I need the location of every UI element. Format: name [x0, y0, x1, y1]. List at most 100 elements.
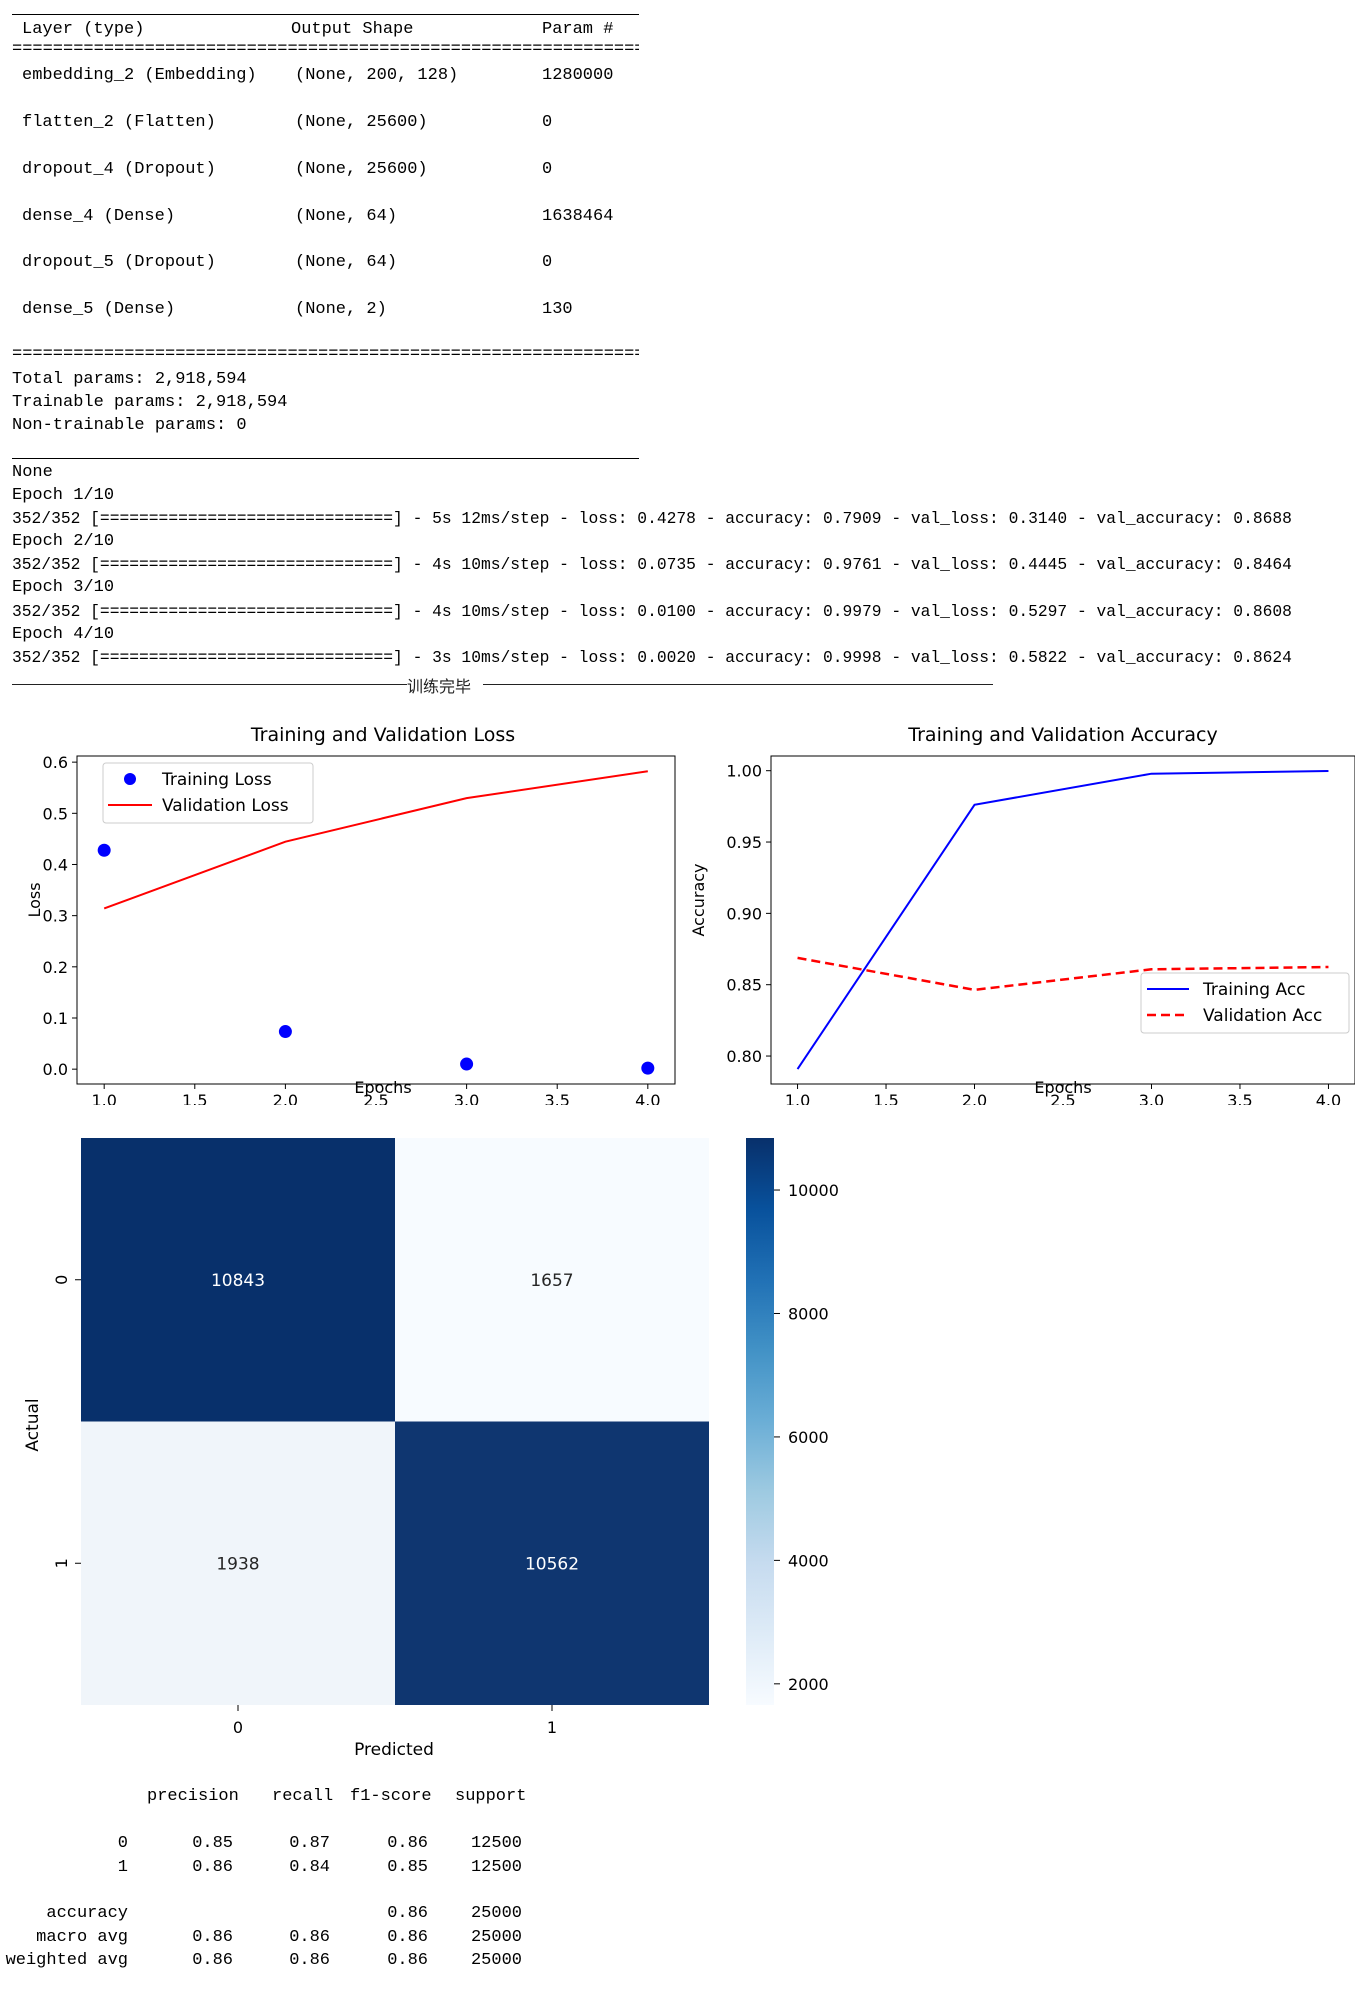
- report-header: f1-score: [350, 1787, 432, 1806]
- report-cell: 0.86: [387, 1834, 428, 1853]
- log-none: None: [12, 463, 53, 482]
- report-header: precision: [147, 1787, 239, 1806]
- report-cell: 0.87: [289, 1834, 330, 1853]
- legend-label: Training Loss: [161, 770, 272, 790]
- log-progress-line: 352/352 [==============================]…: [12, 648, 1292, 667]
- log-epoch: Epoch 4/10: [12, 625, 115, 644]
- cell-value: 1657: [530, 1271, 573, 1291]
- y-tick-label: 1: [52, 1558, 71, 1568]
- report-cell: 0.86: [289, 1951, 330, 1970]
- legend-label: Training Acc: [1202, 980, 1306, 1000]
- accuracy-chart: Training and Validation Accuracy 1.0 1.5 2…: [690, 724, 1355, 1105]
- trainable-params: Trainable params: 2,918,594: [12, 393, 288, 412]
- report-cell: 0.86: [192, 1928, 233, 1947]
- report-cell: 25000: [470, 1928, 522, 1947]
- summary-bottom-rule: [12, 458, 639, 459]
- y-tick-label: 0.2: [43, 958, 68, 977]
- plot-area: [770, 755, 1355, 1085]
- log-progress-line: 352/352 [==============================]…: [12, 602, 1292, 621]
- legend-label: Validation Acc: [1203, 1006, 1322, 1026]
- x-tick-label: 1: [547, 1718, 557, 1737]
- summary-row-shape: (None, 64): [295, 207, 398, 226]
- summary-header-shape: Output Shape: [291, 20, 414, 39]
- x-tick-label: 2.5: [363, 1091, 388, 1105]
- x-tick-label: 1.5: [182, 1091, 207, 1105]
- done-divider-left: [12, 684, 407, 685]
- total-params: Total params: 2,918,594: [12, 370, 247, 389]
- log-epoch: Epoch 3/10: [12, 578, 115, 597]
- report-row-label: accuracy: [46, 1904, 128, 1923]
- summary-row-name: dropout_4 (Dropout): [22, 160, 216, 179]
- x-tick-label: 3.5: [1227, 1091, 1252, 1105]
- report-row-label: 1: [117, 1858, 128, 1877]
- report-row-label: macro avg: [36, 1928, 128, 1947]
- summary-row-params: 130: [542, 300, 573, 319]
- report-cell: 0.85: [387, 1858, 428, 1877]
- summary-row-shape: (None, 2): [295, 300, 387, 319]
- loss-chart: Training and Validation Loss 1.0 1.5 2.0 2.…: [25, 724, 676, 1105]
- point-training-loss: [460, 1057, 474, 1071]
- x-tick-label: 1.0: [785, 1091, 810, 1105]
- y-tick-label: 0.95: [726, 833, 762, 852]
- y-tick-label: 0.3: [43, 907, 68, 926]
- report-cell: 0.86: [289, 1928, 330, 1947]
- summary-row-shape: (None, 200, 128): [295, 66, 459, 85]
- legend: Training Loss Validation Loss: [102, 762, 314, 824]
- y-tick-label: 0.4: [43, 855, 68, 874]
- summary-row-shape: (None, 64): [295, 253, 398, 272]
- cell-value: 10562: [525, 1554, 579, 1574]
- summary-header-layer: Layer (type): [22, 20, 145, 39]
- point-training-loss: [278, 1025, 292, 1039]
- x-axis-label: Predicted: [354, 1740, 434, 1760]
- x-tick-label: 2.5: [1050, 1091, 1075, 1105]
- report-cell: 0.84: [289, 1858, 330, 1877]
- heatmap-cell: [395, 1138, 709, 1422]
- summary-row-shape: (None, 25600): [295, 113, 428, 132]
- line-validation-acc: [797, 956, 1329, 992]
- log-progress-line: 352/352 [==============================]…: [12, 509, 1292, 528]
- x-tick-label: 2.0: [962, 1091, 987, 1105]
- report-cell: 25000: [470, 1904, 522, 1923]
- y-axis-label: Accuracy: [690, 863, 708, 936]
- x-axis-label: Epochs: [1034, 1078, 1091, 1097]
- point-training-loss: [641, 1061, 655, 1075]
- y-tick-label: 0.5: [43, 804, 68, 823]
- summary-eq-rule-bottom: ========================================…: [12, 345, 639, 364]
- x-axis-label: Epochs: [354, 1078, 411, 1097]
- y-tick-label: 0.85: [726, 976, 762, 995]
- report-header: recall: [272, 1787, 334, 1806]
- line-validation-loss: [103, 770, 648, 910]
- y-tick-label: 1.00: [726, 762, 762, 781]
- summary-row-params: 1638464: [542, 207, 614, 226]
- summary-row-params: 1280000: [542, 66, 614, 85]
- y-axis-label: Actual: [23, 1398, 43, 1451]
- report-header: support: [455, 1787, 527, 1806]
- non-trainable-params: Non-trainable params: 0: [12, 416, 247, 435]
- x-tick-label: 0: [233, 1718, 243, 1737]
- colorbar-tick-label: 10000: [788, 1181, 839, 1200]
- colorbar-tick-label: 8000: [788, 1304, 829, 1323]
- x-tick-label: 3.0: [1139, 1091, 1164, 1105]
- y-tick-label: 0.6: [43, 753, 68, 772]
- report-cell: 0.85: [192, 1834, 233, 1853]
- summary-header-params: Param #: [542, 20, 614, 39]
- report-cell: 0.86: [192, 1951, 233, 1970]
- x-tick-label: 4.0: [1316, 1091, 1341, 1105]
- report-cell: 0.86: [387, 1928, 428, 1947]
- log-progress-line: 352/352 [==============================]…: [12, 555, 1292, 574]
- summary-row-params: 0: [542, 253, 553, 272]
- point-training-loss: [97, 843, 111, 857]
- y-tick-label: 0: [52, 1275, 71, 1285]
- heatmap-cell: [81, 1138, 395, 1422]
- x-tick-label: 4.0: [635, 1091, 660, 1105]
- chart-title: Training and Validation Loss: [250, 724, 515, 746]
- report-cell: 0.86: [192, 1858, 233, 1877]
- y-tick-label: 0.90: [726, 904, 762, 923]
- report-cell: 12500: [470, 1858, 522, 1877]
- summary-row-params: 0: [542, 160, 553, 179]
- y-tick-label: 0.80: [726, 1047, 762, 1066]
- done-divider-right: [483, 684, 993, 685]
- legend-marker-training-loss: [124, 773, 136, 785]
- x-tick-label: 3.5: [544, 1091, 569, 1105]
- y-axis-label: Loss: [25, 882, 44, 917]
